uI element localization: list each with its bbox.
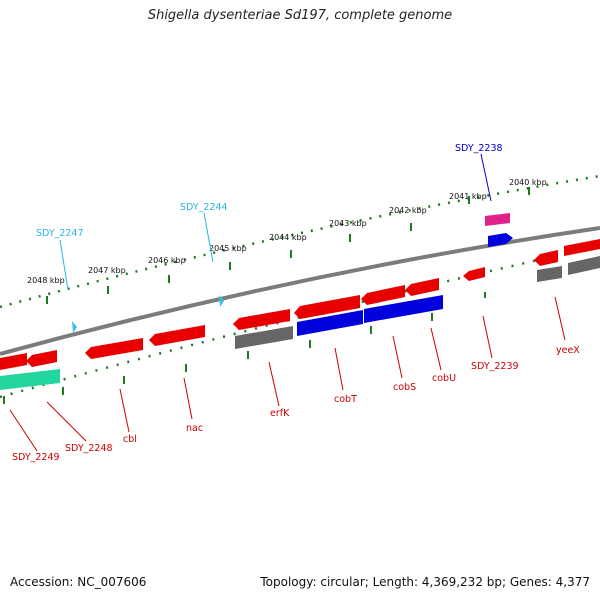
kbp-label: 2041 kbp	[449, 192, 487, 201]
gene-label-SDY_2244[interactable]: SDY_2244	[180, 202, 228, 213]
kbp-label: 2042 kbp	[389, 206, 427, 215]
gene-label-SDY_2248[interactable]: SDY_2248	[65, 443, 113, 454]
forward-strand-genes	[485, 213, 600, 256]
gene-label-SDY_2239[interactable]: SDY_2239	[471, 361, 519, 372]
leader-cbl	[119, 388, 130, 433]
leader-SDY_2248	[46, 401, 87, 442]
leader-cobS	[392, 335, 403, 379]
gene-SDY_2249[interactable]	[0, 353, 27, 370]
gene-cbl[interactable]	[85, 338, 143, 359]
gene-SDY_2238[interactable]	[485, 213, 510, 226]
leader-SDY_2247	[59, 239, 69, 291]
kbp-label: 2047 kbp	[88, 266, 126, 275]
gene-grey-erfK[interactable]	[235, 326, 293, 349]
reverse-strand-genes	[0, 250, 600, 390]
marker-SDY_2247[interactable]	[72, 321, 77, 333]
gene-nac[interactable]	[149, 325, 205, 346]
gene-grey-yeeX[interactable]	[537, 266, 562, 282]
gene-blue-cobT[interactable]	[297, 310, 363, 336]
leader-erfK	[268, 361, 280, 407]
leader-SDY_2244	[203, 212, 214, 263]
gene-label-cobU[interactable]: cobU	[432, 373, 456, 384]
leader-SDY_2249	[9, 409, 38, 452]
map-title: Shigella dysenteriae Sd197, complete gen…	[147, 8, 453, 23]
genome-backbone	[0, 226, 600, 356]
gene-erfK[interactable]	[233, 309, 290, 330]
gene-label-erfK[interactable]: erfK	[270, 408, 290, 419]
kbp-label: 2043 kbp	[329, 219, 367, 228]
gene-label-cobT[interactable]: cobT	[334, 394, 357, 405]
gene-label-SDY_2238[interactable]: SDY_2238	[455, 143, 503, 154]
gene-green-SDY_2249[interactable]	[0, 369, 60, 390]
gene-label-cobS[interactable]: cobS	[393, 382, 416, 393]
gene-grey-right[interactable]	[568, 256, 600, 275]
leader-cobT	[334, 347, 344, 391]
gene-yeeX[interactable]	[534, 250, 558, 266]
kbp-labels: 2040 kbp 2041 kbp 2042 kbp 2043 kbp 2044…	[27, 178, 547, 285]
cyan-markers	[72, 295, 224, 333]
gene-labels: SDY_2238 SDY_2244 SDY_2247 SDY_2249 SDY_…	[12, 143, 580, 463]
genome-summary: Topology: circular; Length: 4,369,232 bp…	[260, 575, 590, 589]
leader-SDY_2238	[480, 153, 492, 202]
kbp-label: 2045 kbp	[209, 244, 247, 253]
gene-cobT[interactable]	[294, 295, 360, 319]
gene-label-yeeX[interactable]: yeeX	[556, 345, 580, 356]
kbp-label: 2044 kbp	[269, 233, 307, 242]
kbp-major-ticks	[3, 187, 530, 404]
gene-SDY_2248[interactable]	[26, 350, 57, 367]
gene-SDY_2239[interactable]	[463, 267, 485, 281]
leader-SDY_2239	[482, 315, 493, 359]
leader-lines	[9, 153, 566, 452]
marker-SDY_2244[interactable]	[219, 295, 224, 307]
accession-text: Accession: NC_007606	[10, 575, 147, 589]
gene-label-nac[interactable]: nac	[186, 423, 203, 434]
gene-red-forward[interactable]	[564, 239, 600, 256]
gene-label-SDY_2249[interactable]: SDY_2249	[12, 452, 60, 463]
gene-blue-forward[interactable]	[488, 233, 513, 247]
gene-label-cbl[interactable]: cbl	[123, 434, 137, 445]
gene-cobU[interactable]	[405, 278, 439, 296]
gene-label-SDY_2247[interactable]: SDY_2247	[36, 228, 84, 239]
kbp-label: 2040 kbp	[509, 178, 547, 187]
kbp-label: 2048 kbp	[27, 276, 65, 285]
kbp-label: 2046 kbp	[148, 256, 186, 265]
leader-cobU	[430, 327, 442, 371]
leader-nac	[183, 377, 193, 420]
gene-blue-cobS[interactable]	[364, 295, 443, 323]
gene-cobS[interactable]	[361, 285, 405, 305]
leader-yeeX	[554, 296, 566, 341]
